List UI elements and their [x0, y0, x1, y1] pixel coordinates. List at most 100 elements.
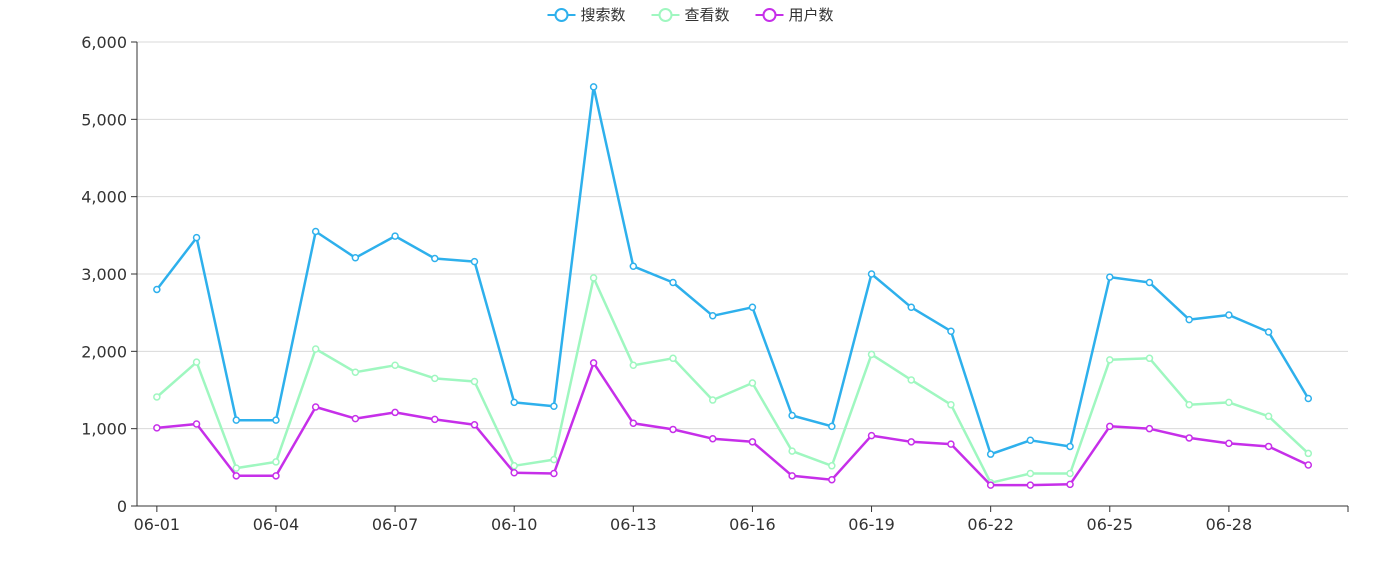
data-point[interactable]: [232, 472, 241, 480]
data-point[interactable]: [510, 398, 518, 407]
data-point[interactable]: [788, 411, 796, 420]
data-point[interactable]: [867, 270, 876, 278]
data-point[interactable]: [1066, 480, 1074, 489]
data-point[interactable]: [550, 402, 558, 410]
data-point[interactable]: [1225, 439, 1233, 448]
data-point[interactable]: [1106, 356, 1114, 364]
data-point[interactable]: [272, 458, 280, 466]
data-point[interactable]: [947, 440, 955, 448]
data-point[interactable]: [1264, 442, 1273, 451]
data-point[interactable]: [748, 438, 757, 446]
x-tick-label: 06-01: [134, 515, 181, 534]
data-point[interactable]: [192, 233, 201, 242]
data-point[interactable]: [748, 379, 757, 387]
data-point[interactable]: [470, 257, 479, 266]
data-point[interactable]: [1066, 469, 1074, 478]
data-point[interactable]: [1304, 449, 1313, 458]
data-point[interactable]: [1264, 328, 1273, 336]
data-point[interactable]: [272, 416, 280, 424]
data-point[interactable]: [589, 274, 598, 282]
data-point[interactable]: [431, 374, 439, 383]
data-point[interactable]: [351, 414, 360, 423]
data-point[interactable]: [669, 354, 677, 363]
data-point[interactable]: [272, 472, 280, 480]
data-point[interactable]: [232, 464, 241, 472]
legend-item-3[interactable]: 用户数: [755, 6, 834, 24]
data-point[interactable]: [311, 227, 320, 236]
data-point[interactable]: [1066, 442, 1074, 451]
data-point[interactable]: [192, 420, 201, 428]
data-point[interactable]: [510, 462, 518, 470]
data-point[interactable]: [1026, 469, 1035, 478]
data-point[interactable]: [708, 312, 717, 320]
data-point[interactable]: [589, 359, 598, 367]
data-point[interactable]: [629, 262, 638, 271]
series-line[interactable]: [156, 276, 1310, 485]
legend-item-2[interactable]: 查看数: [651, 6, 730, 24]
data-point[interactable]: [311, 345, 320, 353]
data-point[interactable]: [629, 361, 638, 370]
data-point[interactable]: [550, 469, 558, 478]
data-point[interactable]: [153, 393, 161, 401]
data-point[interactable]: [1264, 412, 1273, 421]
series-line[interactable]: [156, 361, 1309, 487]
data-point[interactable]: [391, 232, 399, 240]
series-3[interactable]: [153, 359, 1313, 489]
data-point[interactable]: [907, 438, 915, 446]
data-point[interactable]: [708, 396, 717, 404]
data-point[interactable]: [192, 358, 201, 366]
data-point[interactable]: [351, 254, 360, 262]
data-point[interactable]: [431, 254, 439, 263]
legend[interactable]: 搜索数 查看数 用户数: [547, 6, 834, 24]
data-point[interactable]: [1106, 273, 1114, 281]
data-point[interactable]: [907, 376, 915, 384]
data-point[interactable]: [1185, 400, 1193, 409]
data-point[interactable]: [1145, 354, 1154, 363]
data-point[interactable]: [153, 285, 161, 294]
data-point[interactable]: [1145, 278, 1154, 287]
data-point[interactable]: [1026, 436, 1035, 445]
data-point[interactable]: [1106, 422, 1114, 431]
data-point[interactable]: [550, 455, 558, 464]
data-point[interactable]: [391, 408, 399, 417]
data-point[interactable]: [788, 472, 796, 480]
data-point[interactable]: [1185, 434, 1193, 442]
data-point[interactable]: [1145, 424, 1154, 433]
legend-item-1[interactable]: 搜索数: [547, 6, 626, 24]
data-point[interactable]: [986, 481, 995, 489]
data-point[interactable]: [669, 425, 677, 434]
data-point[interactable]: [828, 462, 836, 470]
series-1[interactable]: [153, 83, 1313, 458]
series-line[interactable]: [155, 85, 1310, 456]
data-point[interactable]: [669, 278, 677, 287]
data-point[interactable]: [391, 361, 399, 370]
data-point[interactable]: [470, 377, 479, 386]
data-point[interactable]: [907, 303, 915, 312]
data-point[interactable]: [470, 421, 479, 429]
data-point[interactable]: [867, 350, 876, 359]
data-point[interactable]: [828, 422, 836, 431]
series-2[interactable]: [153, 274, 1313, 487]
data-point[interactable]: [1304, 461, 1313, 469]
data-point[interactable]: [1026, 481, 1035, 489]
data-point[interactable]: [828, 475, 836, 484]
data-point[interactable]: [1225, 398, 1233, 407]
data-point[interactable]: [986, 450, 995, 458]
data-point[interactable]: [311, 403, 320, 411]
data-point[interactable]: [947, 400, 955, 409]
data-point[interactable]: [1225, 311, 1233, 319]
data-point[interactable]: [510, 468, 518, 477]
data-point[interactable]: [748, 303, 757, 312]
data-point[interactable]: [867, 431, 876, 440]
data-point[interactable]: [589, 83, 598, 91]
data-point[interactable]: [431, 415, 439, 424]
data-point[interactable]: [1185, 315, 1193, 324]
data-point[interactable]: [232, 416, 241, 424]
data-point[interactable]: [788, 447, 796, 455]
data-point[interactable]: [708, 434, 717, 443]
data-point[interactable]: [153, 424, 161, 432]
data-point[interactable]: [947, 327, 955, 335]
data-point[interactable]: [629, 419, 638, 428]
data-point[interactable]: [1304, 394, 1313, 403]
data-point[interactable]: [351, 368, 360, 376]
